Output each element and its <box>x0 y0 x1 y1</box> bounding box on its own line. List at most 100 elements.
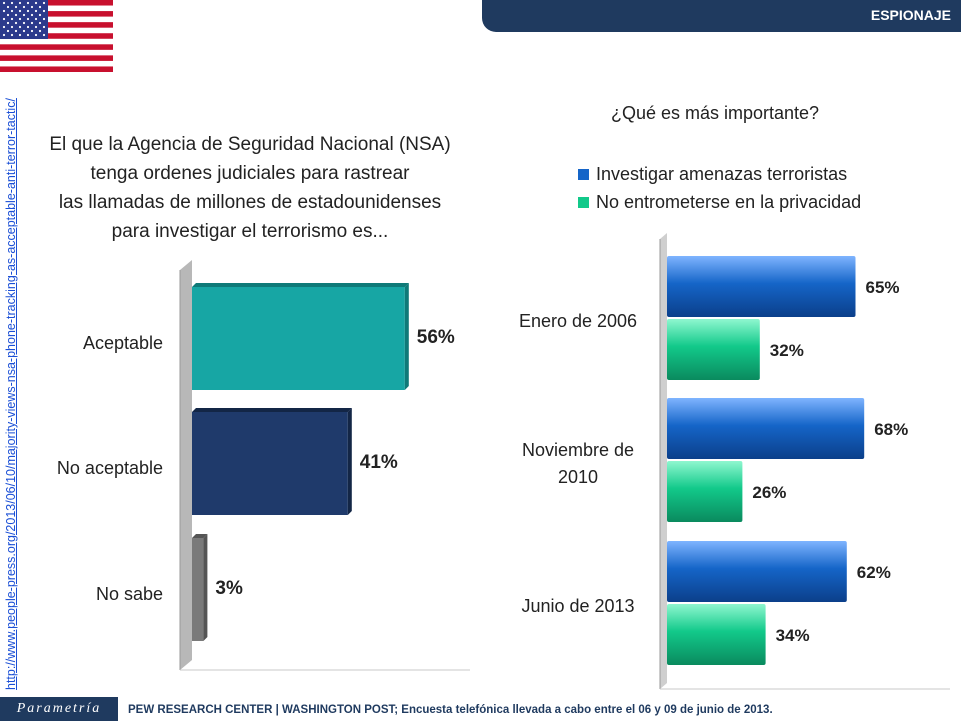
flag-stripe <box>0 66 113 72</box>
flag-star <box>10 1 14 5</box>
bar-side <box>404 283 409 390</box>
flag-star <box>42 25 46 29</box>
flag-star <box>10 9 14 13</box>
left-title-line: las llamadas de millones de estadouniden… <box>58 192 442 213</box>
bar-side <box>203 534 208 641</box>
flag-star <box>42 33 46 37</box>
flag-star <box>38 13 42 17</box>
legend-label-privacy: No entrometerse en la privacidad <box>596 191 862 212</box>
flag-star <box>26 17 30 21</box>
left-title-line: para investigar el terrorismo es... <box>111 221 389 242</box>
header-bar: ESPIONAJE <box>482 0 961 32</box>
flag-star <box>30 5 34 9</box>
bar-value-label: 68% <box>874 420 908 439</box>
bar-value-label: 62% <box>857 563 891 582</box>
flag-stripe <box>0 16 113 23</box>
bar-top <box>192 534 208 538</box>
flag-star <box>34 9 38 13</box>
legend-swatch-privacy <box>578 196 589 208</box>
flag-star <box>14 13 18 17</box>
bar-investigate <box>667 541 847 602</box>
flag-star <box>6 21 10 25</box>
bar-value-label: 56% <box>417 327 455 348</box>
category-label: Junio de 2013 <box>521 596 634 616</box>
us-flag-icon <box>0 0 113 72</box>
footer-source: PEW RESEARCH CENTER | WASHINGTON POST; E… <box>128 704 773 716</box>
bar-value-label: 65% <box>866 278 900 297</box>
right-chart-title: ¿Qué es más importante? <box>610 103 820 123</box>
category-label: Aceptable <box>83 333 163 353</box>
flag-star <box>10 25 14 29</box>
right-bar-chart: 65% 32% Enero de 2006 68% 26% Noviembre de 201… <box>519 233 950 690</box>
bar-investigate <box>667 256 856 317</box>
flag-stripe <box>0 0 113 6</box>
flag-star <box>30 13 34 17</box>
flag-stripe <box>0 22 113 28</box>
legend: Investigar amenazas terroristas No entro… <box>578 160 861 216</box>
bar-side <box>347 408 352 515</box>
left-bar-chart: 56% Aceptable 41% No aceptable 3% No sabe <box>57 260 470 671</box>
flag-stripe <box>0 27 113 34</box>
flag-star <box>14 5 18 9</box>
chart-wall <box>660 233 667 689</box>
legend-swatch-investigate <box>578 168 589 180</box>
flag-star <box>18 25 22 29</box>
bar-value-label: 26% <box>752 483 786 502</box>
flag-star <box>30 21 34 25</box>
flag-star <box>18 17 22 21</box>
flag-star <box>34 25 38 29</box>
category-label: No sabe <box>96 584 163 604</box>
flag-star <box>18 33 22 37</box>
bar-privacy <box>667 461 743 522</box>
bar-aceptable <box>192 287 405 390</box>
flag-star <box>26 9 30 13</box>
flag-star <box>2 1 6 5</box>
left-title-line: El que la Agencia de Seguridad Nacional … <box>49 134 451 155</box>
category-label: Enero de 2006 <box>519 311 637 331</box>
flag-stripe <box>0 44 113 51</box>
bar-value-label: 32% <box>770 341 804 360</box>
flag-star <box>34 33 38 37</box>
bar-value-label: 41% <box>360 452 398 473</box>
flag-star <box>6 29 10 33</box>
flag-star <box>2 25 6 29</box>
header-title: ESPIONAJE <box>870 7 951 23</box>
left-chart-title: El que la Agencia de Seguridad Nacional … <box>30 130 470 246</box>
flag-star <box>42 1 46 5</box>
legend-item-investigate: Investigar amenazas terroristas <box>578 160 861 188</box>
flag-star <box>6 5 10 9</box>
flag-stripe <box>0 55 113 62</box>
flag-star <box>22 13 26 17</box>
flag-stripe <box>0 11 113 17</box>
bar-no-aceptable <box>192 412 348 515</box>
bar-no-sabe <box>192 538 204 641</box>
flag-star <box>22 29 26 33</box>
left-title-line: tenga ordenes judiciales para rastrear <box>90 163 410 184</box>
category-label: Noviembre de <box>522 440 634 460</box>
flag-star <box>10 17 14 21</box>
bar-privacy <box>667 604 766 665</box>
flag-star <box>10 33 14 37</box>
flag-star <box>42 17 46 21</box>
flag-star <box>34 17 38 21</box>
bar-investigate <box>667 398 865 459</box>
flag-star <box>26 33 30 37</box>
flag-stripe <box>0 60 113 67</box>
chart-wall <box>180 260 192 670</box>
flag-stripe <box>0 49 113 56</box>
flag-star <box>34 1 38 5</box>
category-label: 2010 <box>558 467 598 487</box>
flag-star <box>38 29 42 33</box>
flag-star <box>18 1 22 5</box>
flag-stripe <box>0 5 113 12</box>
flag-star <box>2 17 6 21</box>
category-label: No aceptable <box>57 458 163 478</box>
flag-star <box>22 21 26 25</box>
legend-label-investigate: Investigar amenazas terroristas <box>596 163 848 184</box>
legend-item-privacy: No entrometerse en la privacidad <box>578 188 861 216</box>
flag-star <box>38 21 42 25</box>
footer-logo: Parametría <box>0 697 118 721</box>
flag-star <box>30 29 34 33</box>
bar-value-label: 34% <box>776 626 810 645</box>
